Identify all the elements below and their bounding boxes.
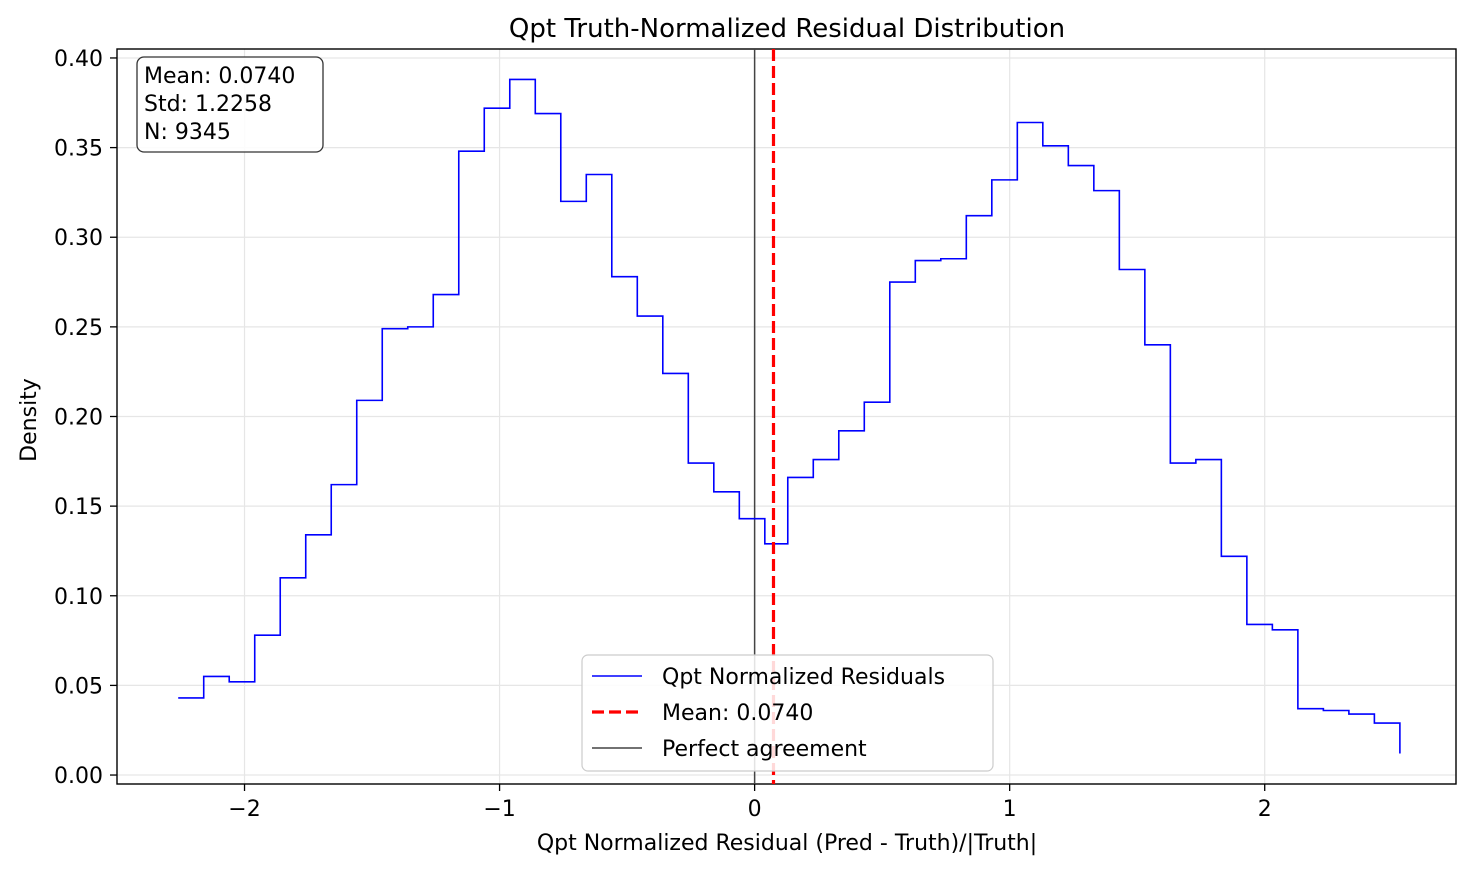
x-tick-label: −1 [483, 797, 515, 822]
y-tick-label: 0.25 [54, 316, 103, 341]
histogram-step-line [178, 78, 1401, 754]
x-tick-label: 2 [1258, 797, 1272, 822]
y-axis-ticks: 0.00 0.05 0.10 0.15 0.20 0.25 0.30 0.35 0.40 [54, 47, 117, 789]
y-tick-label: 0.35 [54, 137, 103, 162]
stats-box: Mean: 0.0740 Std: 1.2258 N: 9345 [136, 56, 324, 153]
legend: Qpt Normalized Residuals Mean: 0.0740 Pe… [581, 654, 994, 772]
x-tick-label: 0 [748, 797, 762, 822]
x-axis-label: Qpt Normalized Residual (Pred - Truth)/|… [537, 831, 1037, 856]
y-tick-label: 0.40 [54, 47, 103, 72]
legend-label-residuals: Qpt Normalized Residuals [662, 665, 945, 690]
legend-label-mean: Mean: 0.0740 [662, 701, 813, 726]
legend-label-reference: Perfect agreement [662, 737, 867, 762]
y-tick-label: 0.00 [54, 764, 103, 789]
x-tick-label: 1 [1003, 797, 1017, 822]
y-tick-label: 0.10 [54, 585, 103, 610]
stats-mean: Mean: 0.0740 [144, 64, 295, 89]
legend-frame [581, 654, 994, 772]
stats-box-frame [136, 56, 324, 153]
chart-title: Qpt Truth-Normalized Residual Distributi… [509, 14, 1065, 44]
y-tick-label: 0.30 [54, 226, 103, 251]
stats-n: N: 9345 [144, 120, 231, 145]
y-tick-label: 0.20 [54, 406, 103, 431]
x-axis-ticks: −2 −1 0 1 2 [228, 784, 1272, 822]
y-tick-label: 0.15 [54, 495, 103, 520]
stats-std: Std: 1.2258 [144, 92, 272, 117]
grid [117, 49, 1456, 784]
x-tick-label: −2 [228, 797, 260, 822]
y-tick-label: 0.05 [54, 674, 103, 699]
y-axis-label: Density [17, 378, 42, 462]
